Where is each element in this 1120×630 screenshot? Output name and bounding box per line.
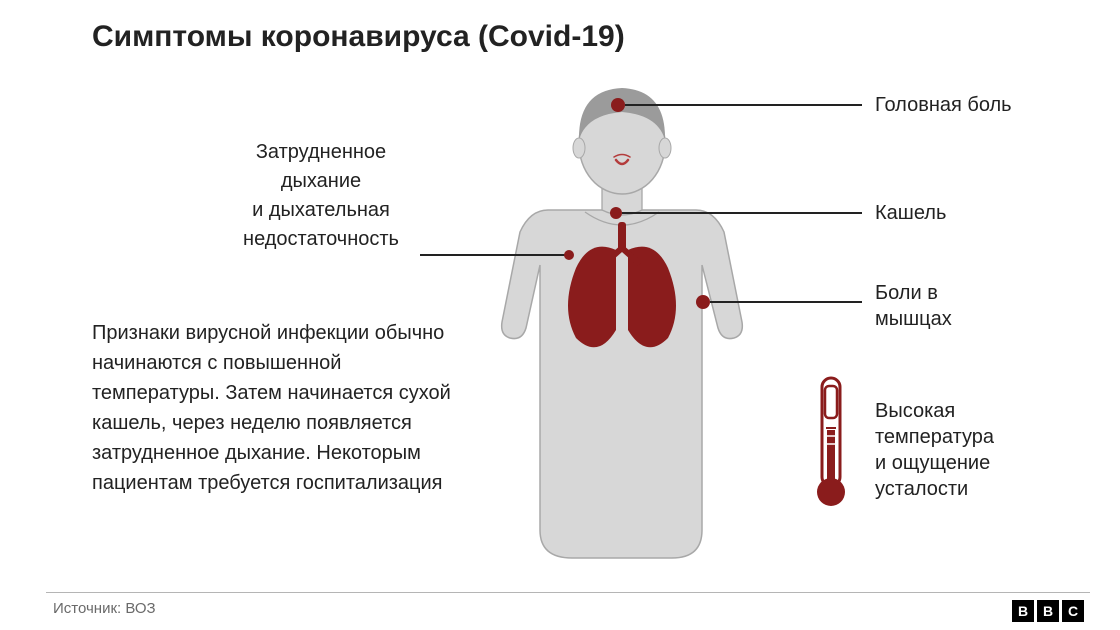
label-breathing: Затрудненное дыхание и дыхательная недос… [216,138,426,254]
bbc-b2: B [1037,600,1059,622]
infographic-root: Симптомы коронавируса (Covid-19) [0,0,1120,630]
page-title: Симптомы коронавируса (Covid-19) [92,20,625,54]
marker-cough [610,207,622,219]
label-cough: Кашель [875,200,946,226]
torso [502,210,743,558]
ear-left [573,138,585,158]
leader-breathing [420,254,565,256]
description-text: Признаки вирусной инфекции обычно начина… [92,318,452,498]
marker-muscle [696,295,710,309]
leader-cough [622,212,862,214]
leader-headache [625,104,862,106]
source-text: Источник: ВОЗ [53,600,156,617]
bbc-c: C [1062,600,1084,622]
breathing-line-3: и дыхательная [216,196,426,225]
breathing-line-1: Затрудненное [216,138,426,167]
marker-headache [611,98,625,112]
ear-right [659,138,671,158]
bbc-logo: B B C [1012,600,1084,622]
marker-breathing [564,250,574,260]
breathing-line-4: недостаточность [216,225,426,254]
bbc-b1: B [1012,600,1034,622]
breathing-line-2: дыхание [216,167,426,196]
leader-muscle [710,301,862,303]
footer-divider [46,592,1090,593]
label-headache: Головная боль [875,92,1012,118]
thermometer-icon [814,374,848,510]
label-fever: Высокая температура и ощущение усталости [875,398,994,502]
label-muscle: Боли в мышцах [875,280,952,332]
human-figure [460,60,750,580]
